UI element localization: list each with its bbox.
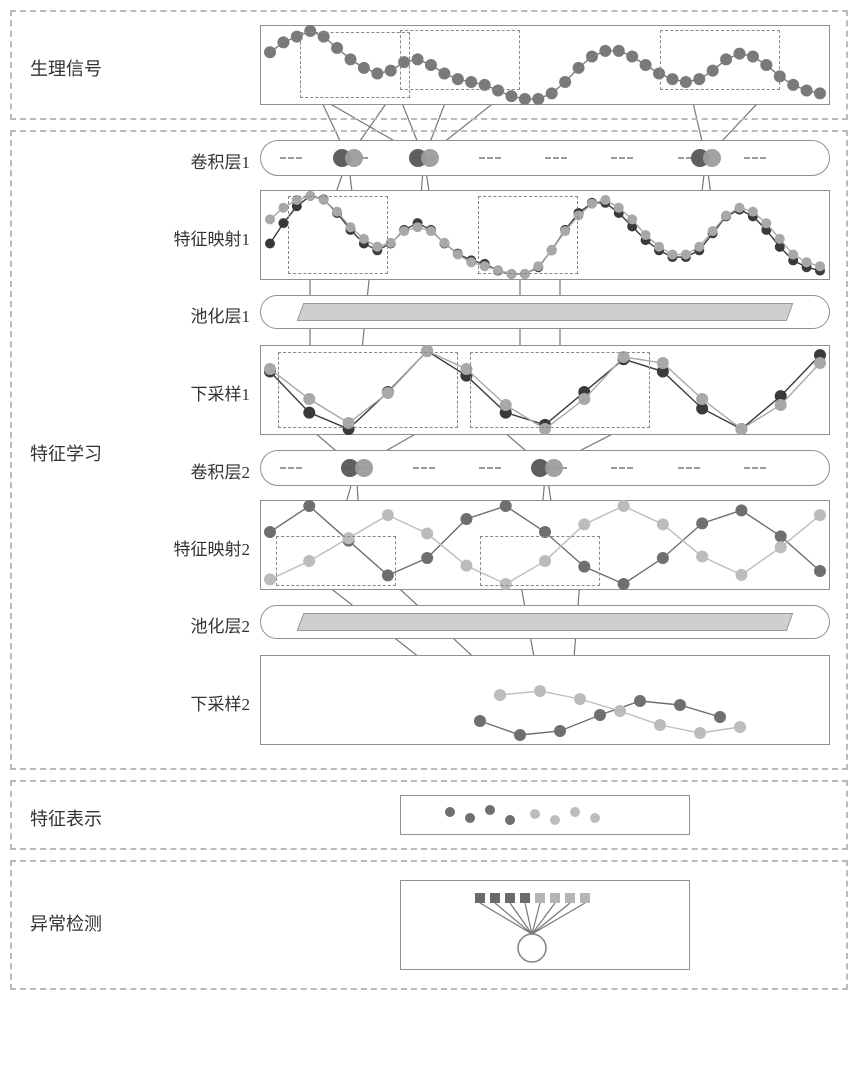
row-label-pool2: 池化层2 <box>140 612 250 637</box>
receptive-field-box <box>276 536 396 586</box>
detect-square <box>505 893 515 903</box>
detect-square <box>475 893 485 903</box>
row-label-ds1: 下采样1 <box>140 380 250 405</box>
detect-square <box>490 893 500 903</box>
panel-feat <box>400 795 690 835</box>
conv-dash <box>611 157 633 159</box>
conv-dash <box>479 157 501 159</box>
row-label-fmap1: 特征映射1 <box>140 225 250 250</box>
conv-dash <box>280 157 302 159</box>
conv-dash <box>744 467 766 469</box>
feature-dot <box>485 805 495 815</box>
feature-dot <box>570 807 580 817</box>
conv-dot <box>421 149 439 167</box>
row-label-ds2: 下采样2 <box>140 690 250 715</box>
stage-label-s1: 生理信号 <box>30 55 102 81</box>
receptive-field-box <box>288 196 388 274</box>
conv-dash <box>611 467 633 469</box>
conv-dash <box>280 467 302 469</box>
conv-dot <box>355 459 373 477</box>
detect-square <box>580 893 590 903</box>
row-label-fmap2: 特征映射2 <box>140 535 250 560</box>
receptive-field-box <box>470 352 650 428</box>
row-label-conv1: 卷积层1 <box>140 148 250 173</box>
receptive-field-box <box>300 32 410 98</box>
conv-dash <box>678 467 700 469</box>
detect-square <box>520 893 530 903</box>
row-label-pool1: 池化层1 <box>140 302 250 327</box>
detect-square <box>535 893 545 903</box>
conv-dot <box>545 459 563 477</box>
feature-dot <box>445 807 455 817</box>
feature-dot <box>550 815 560 825</box>
conv-dash <box>479 467 501 469</box>
detect-square <box>550 893 560 903</box>
receptive-field-box <box>480 536 600 586</box>
feature-dot <box>590 813 600 823</box>
feature-dot <box>465 813 475 823</box>
detect-square <box>565 893 575 903</box>
conv-dot <box>345 149 363 167</box>
receptive-field-box <box>278 352 458 428</box>
stage-label-s3: 特征表示 <box>30 805 102 831</box>
receptive-field-box <box>400 30 520 90</box>
detect-graphic <box>0 888 858 1088</box>
conv-dash <box>545 157 567 159</box>
conv-dash <box>413 467 435 469</box>
ds2-series <box>260 655 830 745</box>
feature-dot <box>505 815 515 825</box>
receptive-field-box <box>478 196 578 274</box>
stage-label-s2: 特征学习 <box>30 440 102 466</box>
feature-dot <box>530 809 540 819</box>
pool-bar-pool1 <box>297 303 794 321</box>
pool-bar-pool2 <box>297 613 794 631</box>
receptive-field-box <box>660 30 780 90</box>
conv-dot <box>703 149 721 167</box>
row-label-conv2: 卷积层2 <box>140 458 250 483</box>
conv-dash <box>744 157 766 159</box>
